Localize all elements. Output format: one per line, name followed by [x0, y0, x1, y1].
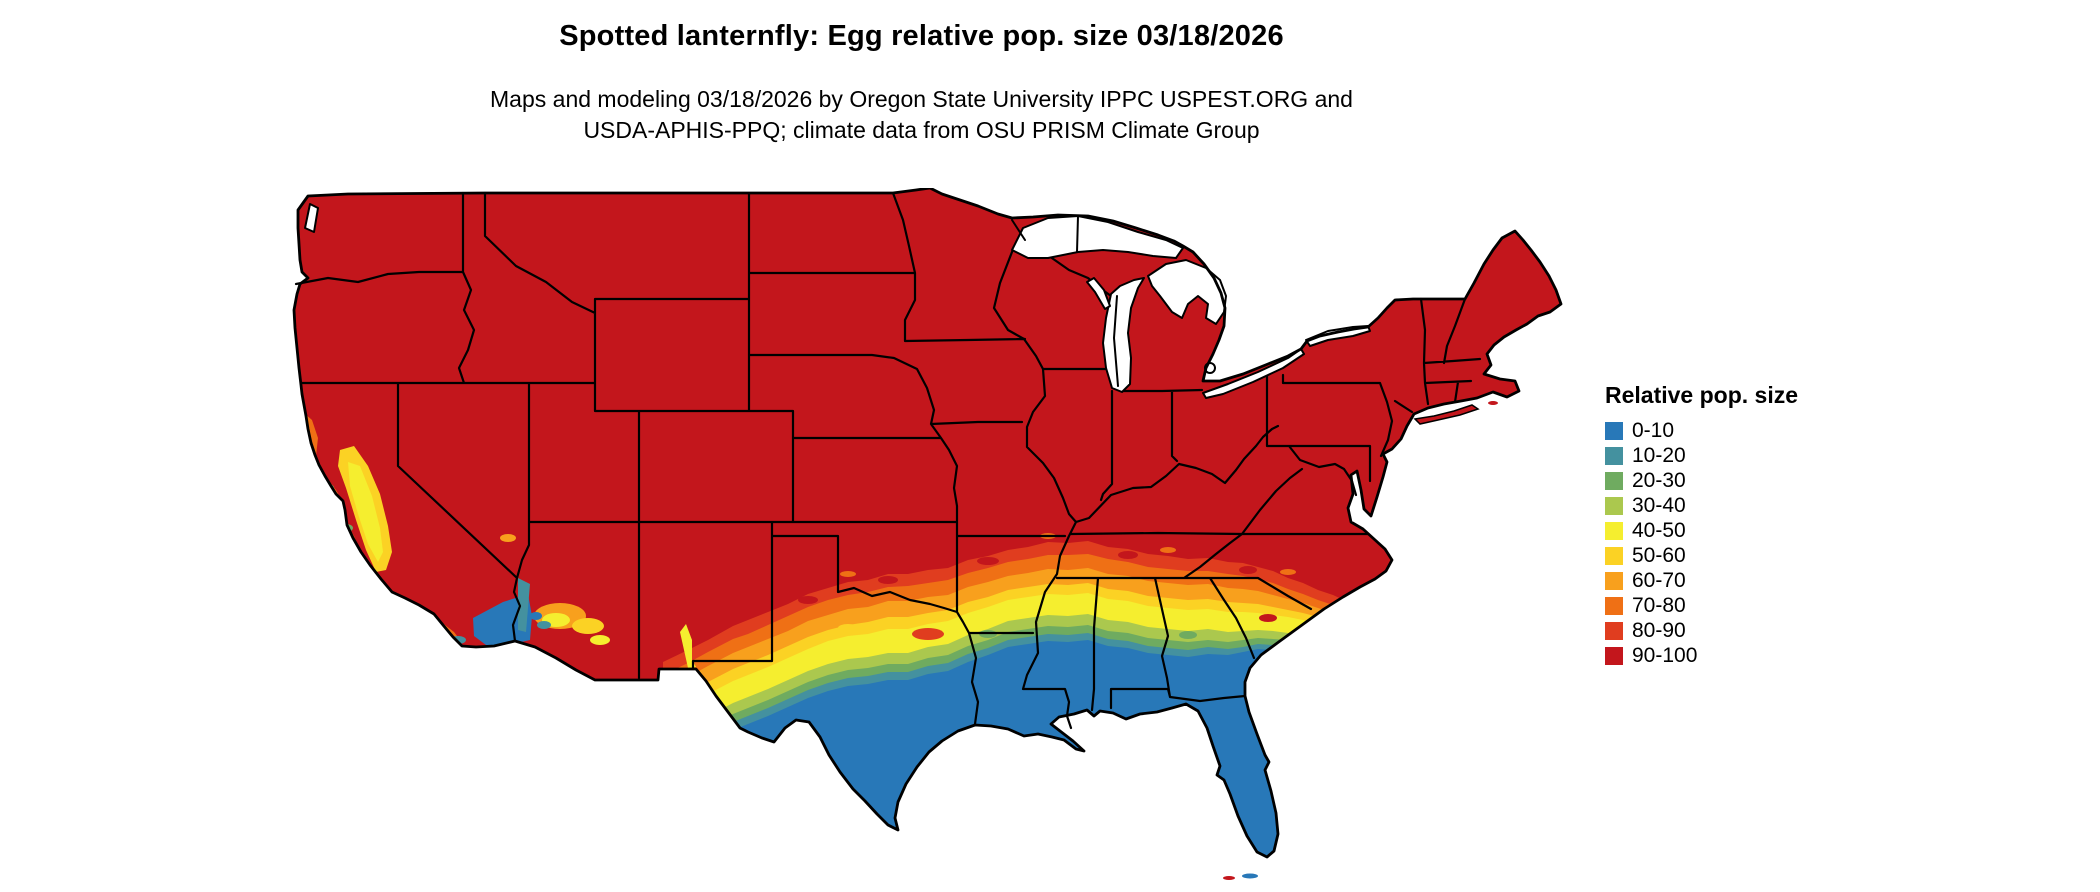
puget-sound	[304, 203, 319, 233]
florida-keys-red	[1223, 876, 1235, 880]
legend-color-swatch	[1605, 421, 1623, 440]
us-map-svg	[292, 186, 1563, 880]
legend-item: 10-20	[1605, 443, 1798, 468]
us-map	[288, 186, 1564, 884]
legend-item: 80-90	[1605, 618, 1798, 643]
legend: Relative pop. size 0-10 10-20 20-30 30-4…	[1605, 382, 1798, 668]
legend-item: 60-70	[1605, 568, 1798, 593]
legend-item-label: 70-80	[1632, 594, 1686, 617]
lake-water-borders	[1011, 215, 1119, 387]
legend-item-label: 50-60	[1632, 544, 1686, 567]
legend-title: Relative pop. size	[1605, 382, 1799, 408]
legend-item: 20-30	[1605, 468, 1798, 493]
legend-item: 40-50	[1605, 518, 1798, 543]
legend-item: 0-10	[1605, 418, 1798, 443]
legend-color-swatch	[1605, 596, 1623, 615]
tucson-yellow-dab	[590, 635, 610, 645]
marthas-vineyard	[1488, 401, 1498, 405]
legend-item-label: 60-70	[1632, 569, 1686, 592]
lake-michigan	[1102, 277, 1145, 393]
arizona-teal-dab	[537, 621, 551, 629]
imperial-valley-blue	[473, 594, 532, 645]
legend-item: 90-100	[1605, 643, 1798, 668]
legend-color-swatch	[1605, 546, 1623, 565]
legend-item-label: 80-90	[1632, 619, 1686, 642]
vegas-orange-dab	[500, 534, 516, 542]
green-bay	[1086, 277, 1111, 310]
arizona-gold-patch	[572, 618, 604, 634]
lake-erie	[1202, 348, 1305, 399]
legend-color-swatch	[1605, 496, 1623, 515]
legend-item: 30-40	[1605, 493, 1798, 518]
legend-item-label: 90-100	[1632, 644, 1698, 667]
subtitle-line-2: USDA-APHIS-PPQ; climate data from OSU PR…	[583, 117, 1260, 143]
state-borders	[294, 191, 1482, 730]
lake-huron	[1147, 259, 1227, 325]
legend-item-label: 10-20	[1632, 444, 1686, 467]
legend-item-label: 30-40	[1632, 494, 1686, 517]
legend-color-swatch	[1605, 571, 1623, 590]
band-speckle	[798, 533, 1296, 640]
legend-item-label: 0-10	[1632, 419, 1675, 442]
lake-superior	[1011, 215, 1184, 259]
legend-color-swatch	[1605, 471, 1623, 490]
legend-color-swatch	[1605, 521, 1623, 540]
page-title: Spotted lanternfly: Egg relative pop. si…	[559, 20, 1284, 52]
great-lakes	[304, 203, 1371, 399]
rio-grande-yellow-strip	[680, 624, 696, 668]
legend-item-label: 40-50	[1632, 519, 1686, 542]
lake-ontario	[1305, 325, 1371, 347]
central-valley-yellow	[348, 462, 383, 562]
legend-color-swatch	[1605, 621, 1623, 640]
subtitle-line-1: Maps and modeling 03/18/2026 by Oregon S…	[490, 86, 1353, 112]
colorado-river-teal	[518, 578, 530, 632]
legend-color-swatch	[1605, 646, 1623, 665]
arizona-blue-dab	[530, 612, 542, 620]
page-subtitle: Maps and modeling 03/18/2026 by Oregon S…	[0, 84, 1843, 146]
legend-item-label: 20-30	[1632, 469, 1686, 492]
legend-item: 70-80	[1605, 593, 1798, 618]
long-island	[1413, 404, 1480, 425]
florida-keys-blue	[1242, 873, 1258, 879]
legend-color-swatch	[1605, 446, 1623, 465]
legend-item: 50-60	[1605, 543, 1798, 568]
